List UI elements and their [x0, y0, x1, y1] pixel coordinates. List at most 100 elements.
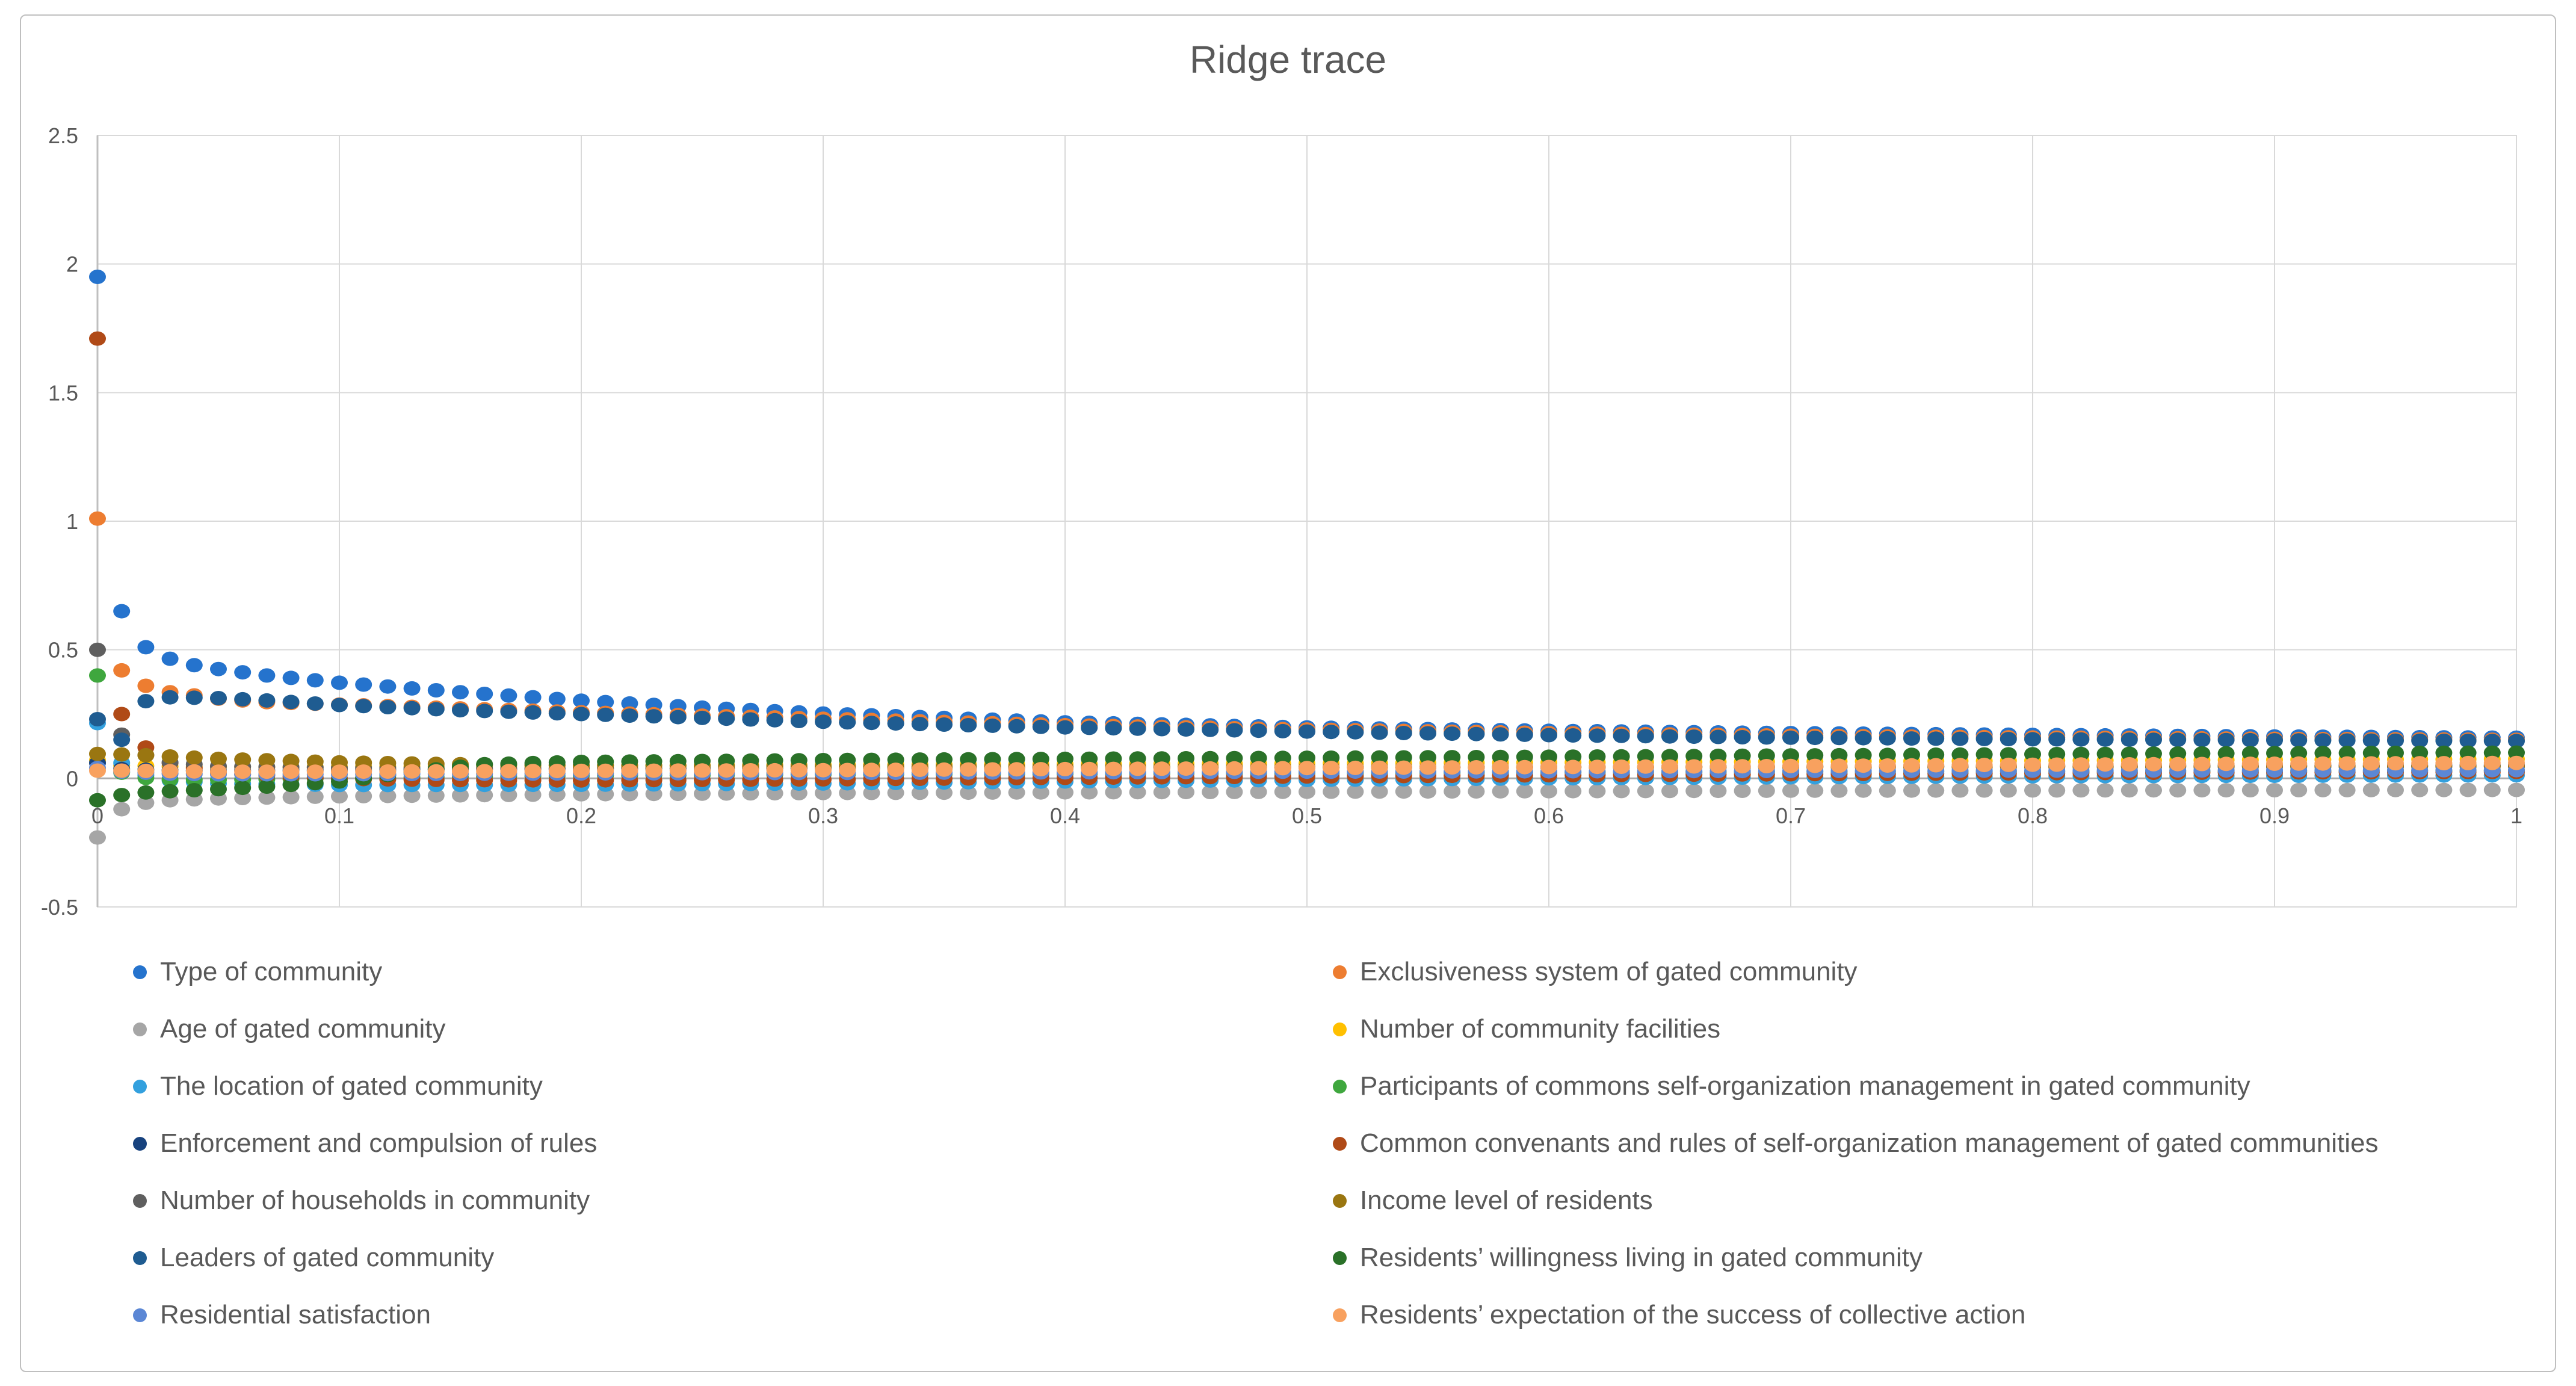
data-point — [2096, 757, 2114, 772]
data-point — [185, 764, 203, 779]
data-point — [210, 764, 227, 779]
data-point — [2072, 757, 2090, 772]
legend-marker-icon — [1333, 1136, 1347, 1151]
data-point — [984, 762, 1001, 777]
data-point — [2169, 732, 2187, 747]
data-point — [2411, 756, 2429, 771]
data-point — [2024, 757, 2041, 772]
data-point — [1975, 783, 1993, 798]
legend-marker-icon — [133, 1079, 147, 1094]
data-point — [524, 764, 542, 779]
data-point — [1105, 721, 1122, 736]
data-point — [1782, 730, 1799, 745]
data-point — [548, 691, 566, 707]
data-point — [621, 696, 638, 711]
x-axis-tick-label: 0.4 — [1050, 803, 1080, 828]
data-point — [2169, 756, 2187, 772]
data-point — [1516, 749, 1533, 764]
data-point — [2072, 746, 2090, 761]
data-point — [1685, 729, 1703, 744]
data-point — [1226, 750, 1243, 766]
data-point — [2266, 756, 2283, 771]
data-point — [1274, 723, 1291, 738]
data-point — [2217, 746, 2235, 761]
data-point — [210, 751, 227, 766]
y-axis-tick-label: 2.5 — [48, 123, 78, 148]
data-point — [911, 717, 928, 732]
data-point — [1129, 751, 1146, 766]
data-point — [1468, 750, 1485, 764]
data-point — [1564, 749, 1582, 764]
data-point — [1105, 785, 1122, 800]
data-point — [1274, 750, 1291, 766]
data-point — [258, 764, 276, 779]
data-point — [1419, 784, 1436, 799]
data-point — [2459, 782, 2477, 797]
legend-item: Residential satisfaction — [133, 1297, 431, 1333]
data-point — [2169, 783, 2187, 798]
legend-item: Income level of residents — [1333, 1183, 1653, 1219]
data-point — [2072, 783, 2090, 798]
data-point — [113, 788, 131, 803]
data-point — [2241, 746, 2259, 761]
data-point — [718, 763, 735, 778]
data-point — [548, 764, 566, 779]
data-point — [1299, 784, 1315, 799]
data-point — [1178, 761, 1194, 776]
data-point — [476, 788, 493, 803]
data-point — [863, 752, 880, 767]
data-point — [790, 753, 808, 768]
legend-label: Type of community — [160, 957, 383, 986]
data-point — [306, 764, 324, 779]
data-point — [1371, 760, 1388, 775]
data-point — [1782, 748, 1799, 763]
legend-label: Residents’ willingness living in gated c… — [1360, 1243, 1923, 1272]
data-point — [1081, 720, 1098, 735]
x-axis-tick-label: 0.7 — [1776, 803, 1806, 828]
data-point — [2387, 782, 2404, 797]
data-point — [1564, 784, 1582, 799]
data-point — [597, 695, 614, 710]
data-point — [1347, 784, 1364, 799]
data-point — [2193, 732, 2211, 747]
data-point — [89, 331, 106, 346]
data-point — [282, 670, 300, 685]
data-point — [1395, 750, 1412, 765]
data-point — [2217, 756, 2235, 772]
data-point — [476, 764, 493, 779]
data-point — [1057, 751, 1073, 766]
data-point — [306, 696, 324, 711]
data-point — [1202, 785, 1219, 799]
data-point — [1178, 751, 1194, 766]
data-point — [960, 752, 977, 767]
legend-marker-icon — [1333, 1193, 1347, 1208]
data-point — [258, 779, 276, 794]
data-point — [1419, 760, 1436, 775]
y-axis-tick-label: 2 — [66, 252, 78, 277]
data-point — [234, 665, 252, 680]
legend-item: Number of households in community — [133, 1183, 590, 1219]
data-point — [863, 716, 880, 731]
x-axis-tick-label: 0.8 — [2018, 803, 2048, 828]
data-point — [1951, 731, 1969, 746]
data-point — [137, 747, 155, 763]
data-point — [1613, 749, 1630, 764]
legend-label: Common convenants and rules of self-orga… — [1360, 1128, 2379, 1158]
data-point — [1589, 784, 1606, 799]
data-point — [1032, 719, 1049, 734]
data-point — [2024, 732, 2041, 747]
data-point — [2000, 783, 2017, 798]
data-point — [597, 707, 614, 722]
data-point — [210, 691, 227, 705]
data-point — [2387, 733, 2404, 748]
data-point — [1879, 731, 1896, 746]
data-point — [2241, 783, 2259, 797]
legend-marker-icon — [1333, 1022, 1347, 1036]
data-point — [1830, 731, 1848, 746]
data-point — [1129, 785, 1146, 800]
data-point — [1661, 729, 1678, 744]
data-point — [2508, 734, 2525, 749]
data-point — [258, 753, 276, 768]
data-point — [1008, 752, 1025, 767]
